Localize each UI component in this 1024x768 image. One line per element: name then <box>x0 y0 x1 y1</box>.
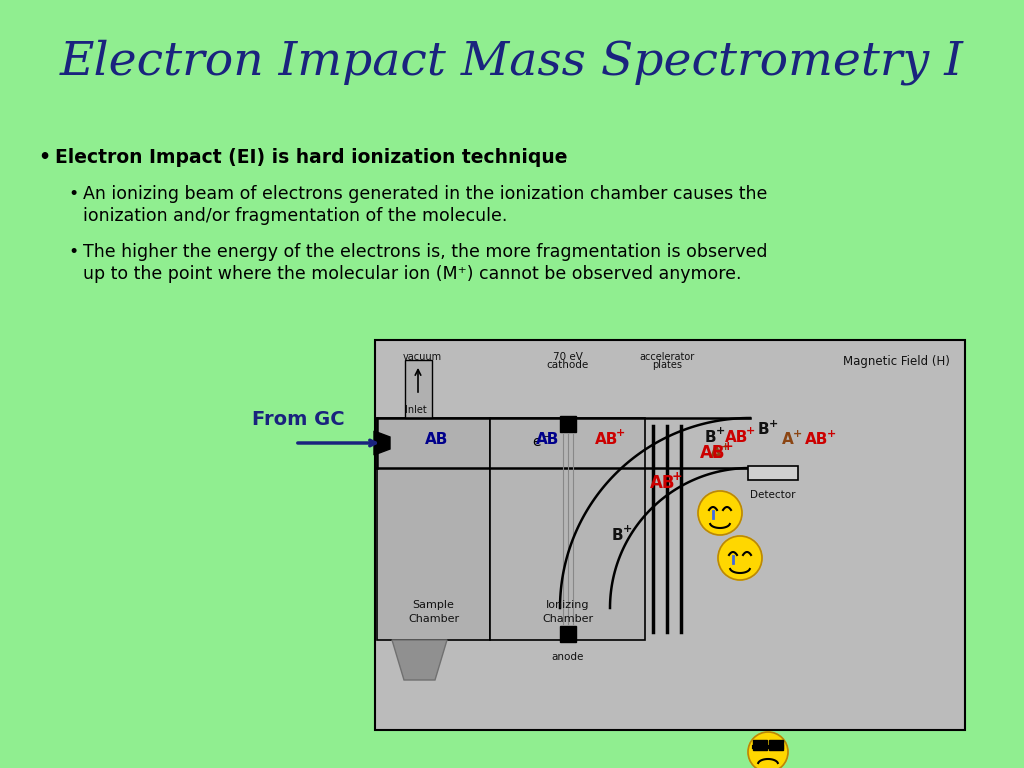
Circle shape <box>748 732 788 768</box>
Text: ionization and/or fragmentation of the molecule.: ionization and/or fragmentation of the m… <box>83 207 507 225</box>
Text: +: + <box>716 426 725 436</box>
Text: up to the point where the molecular ion (M⁺) cannot be observed anymore.: up to the point where the molecular ion … <box>83 265 741 283</box>
Polygon shape <box>374 431 390 455</box>
Text: +: + <box>623 524 632 535</box>
Bar <box>559 626 575 642</box>
Text: B: B <box>758 422 770 438</box>
Text: plates: plates <box>652 360 682 370</box>
Text: +: + <box>672 470 682 483</box>
Bar <box>753 740 767 750</box>
Text: Sample
Chamber: Sample Chamber <box>408 601 459 624</box>
Bar <box>748 466 798 480</box>
Text: AB: AB <box>805 432 828 448</box>
Text: accelerator: accelerator <box>639 352 694 362</box>
Text: +: + <box>769 419 778 429</box>
Bar <box>377 418 490 640</box>
Text: AB: AB <box>425 432 449 446</box>
Text: Ionizing
Chamber: Ionizing Chamber <box>542 601 593 624</box>
Text: +: + <box>722 440 733 453</box>
Circle shape <box>718 536 762 580</box>
Bar <box>406 360 432 418</box>
Text: AB: AB <box>595 432 617 446</box>
Text: A: A <box>782 432 794 448</box>
Bar <box>490 418 645 640</box>
Text: vacuum: vacuum <box>403 352 442 362</box>
Text: +: + <box>721 442 730 452</box>
Text: 70 eV: 70 eV <box>553 352 583 362</box>
Text: Inlet: Inlet <box>406 405 427 415</box>
Bar <box>375 340 965 730</box>
Text: +: + <box>615 428 625 438</box>
Text: Magnetic Field (H): Magnetic Field (H) <box>843 355 950 368</box>
Text: cathode: cathode <box>547 360 589 370</box>
Text: +: + <box>746 426 756 436</box>
Text: AB: AB <box>649 475 675 492</box>
Text: The higher the energy of the electrons is, the more fragmentation is observed: The higher the energy of the electrons i… <box>83 243 768 261</box>
Bar <box>769 740 783 750</box>
Text: From GC: From GC <box>252 410 345 429</box>
Polygon shape <box>392 640 447 680</box>
Text: Electron Impact Mass Spectrometry I: Electron Impact Mass Spectrometry I <box>60 39 964 85</box>
Text: B: B <box>612 528 624 543</box>
Text: •: • <box>38 148 50 167</box>
Text: AB: AB <box>536 432 559 446</box>
Text: Electron Impact (EI) is hard ionization technique: Electron Impact (EI) is hard ionization … <box>55 148 567 167</box>
Text: anode: anode <box>551 652 584 662</box>
Text: +: + <box>827 429 837 439</box>
Circle shape <box>698 491 742 535</box>
Text: •: • <box>68 185 78 203</box>
Text: e$^-$: e$^-$ <box>531 436 552 450</box>
Text: AB: AB <box>725 429 749 445</box>
Text: An ionizing beam of electrons generated in the ionization chamber causes the: An ionizing beam of electrons generated … <box>83 185 767 203</box>
Text: A: A <box>710 445 722 461</box>
Text: Detector: Detector <box>751 490 796 500</box>
Text: +: + <box>793 429 802 439</box>
Text: AB: AB <box>700 445 726 462</box>
Text: •: • <box>68 243 78 261</box>
Bar <box>559 416 575 432</box>
Text: B: B <box>705 429 717 445</box>
